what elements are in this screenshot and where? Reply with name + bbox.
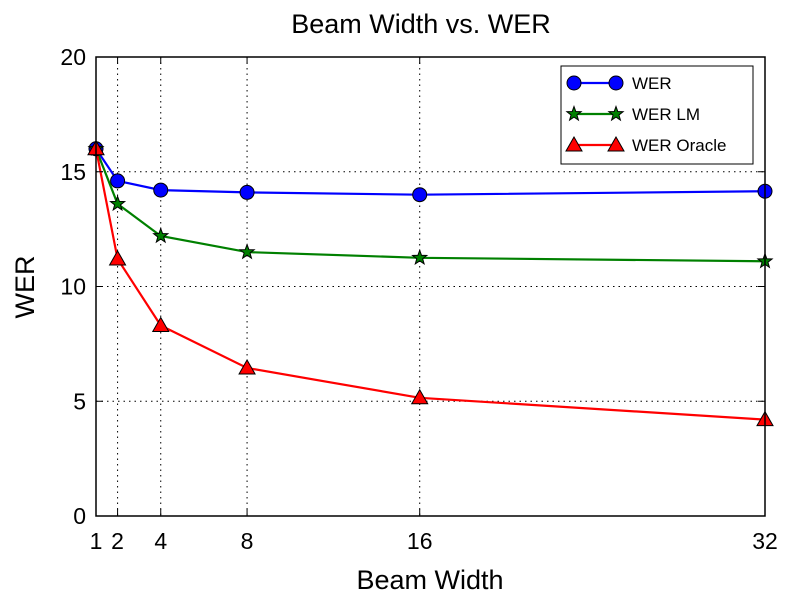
y-tick-label: 20: [60, 44, 86, 70]
x-tick-label: 32: [752, 528, 778, 554]
data-point-2-4: [410, 388, 429, 405]
data-point-1-1: [109, 194, 127, 212]
y-tick-label: 15: [60, 159, 86, 185]
y-tick-label: 10: [60, 274, 86, 300]
legend-label-1: WER LM: [632, 105, 700, 124]
x-tick-label: 1: [90, 528, 103, 554]
data-point-1-3: [238, 243, 256, 260]
legend-marker-1: [565, 105, 583, 122]
series-lines: [94, 148, 766, 421]
legend-marker-0: [566, 75, 582, 91]
x-tick-label: 2: [111, 528, 124, 554]
legend-label-0: WER: [632, 74, 672, 93]
axis-ticks: 1 2 4 8 16 32 0 5 10 15 20: [60, 44, 777, 554]
x-axis-label: Beam Width: [356, 565, 503, 594]
series-line-1: [94, 148, 766, 263]
series-line-2: [94, 148, 766, 421]
data-point-2-1: [108, 249, 127, 266]
legend: WER WER LM WER Oracle: [560, 65, 754, 165]
y-axis-label: WER: [10, 256, 40, 319]
chart-title: Beam Width vs. WER: [291, 9, 551, 39]
data-point-0-4: [412, 187, 428, 203]
y-tick-label: 0: [73, 503, 86, 529]
series-markers: [87, 139, 774, 427]
data-point-0-3: [239, 184, 255, 200]
x-tick-label: 4: [154, 528, 167, 554]
legend-label-2: WER Oracle: [632, 136, 726, 155]
legend-marker-2: [565, 135, 583, 152]
data-point-1-4: [411, 248, 429, 266]
data-point-1-2: [152, 227, 170, 244]
grid-lines: [96, 57, 765, 516]
x-tick-label: 8: [241, 528, 254, 554]
x-tick-label: 16: [407, 528, 433, 554]
data-point-2-2: [151, 316, 170, 333]
legend-marker-0: [608, 75, 624, 91]
legend-marker-1: [607, 105, 625, 122]
legend-marker-2: [607, 135, 625, 152]
y-tick-label: 5: [73, 388, 86, 414]
data-point-2-3: [238, 358, 256, 375]
data-point-0-2: [153, 182, 169, 198]
data-point-0-1: [110, 173, 126, 189]
